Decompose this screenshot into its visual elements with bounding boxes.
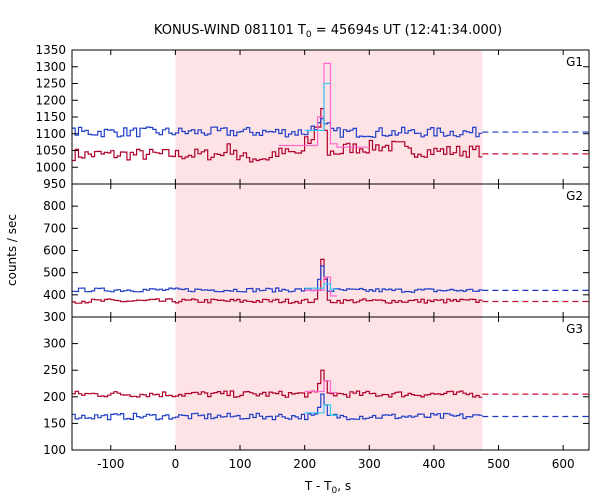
y-tick-label-G2-300: 300 bbox=[43, 310, 66, 324]
series-cyan-G3 bbox=[304, 404, 337, 416]
chart-title-prefix: KONUS-WIND 081101 T bbox=[154, 23, 306, 38]
y-tick-label-G3-200: 200 bbox=[43, 390, 66, 404]
series-main_red-G2 bbox=[72, 258, 483, 304]
y-tick-label-G1-1250: 1250 bbox=[35, 77, 66, 91]
series-main_blue-G1 bbox=[72, 118, 483, 138]
shaded-interval-G1 bbox=[175, 50, 483, 184]
y-tick-label-G1-950: 950 bbox=[43, 177, 66, 191]
y-tick-label-G1-1000: 1000 bbox=[35, 160, 66, 174]
series-pink-G3 bbox=[304, 380, 337, 394]
y-tick-label-G2-800: 800 bbox=[43, 199, 66, 213]
x-tick-label-100: 100 bbox=[229, 457, 252, 471]
x-tick-label-200: 200 bbox=[293, 457, 316, 471]
chart-title-suffix: = 45694s UT (12:41:34.000) bbox=[312, 23, 502, 38]
panel-frame-G3 bbox=[71, 316, 590, 451]
panel-label-G1: G1 bbox=[566, 55, 583, 69]
x-tick-label-0: 0 bbox=[172, 457, 180, 471]
y-tick-label-G2-400: 400 bbox=[43, 288, 66, 302]
y-tick-label-G1-1350: 1350 bbox=[35, 43, 66, 57]
series-main_red-G3 bbox=[72, 369, 483, 398]
y-tick-label-G3-100: 100 bbox=[43, 443, 66, 457]
series-cyan-G1 bbox=[304, 82, 331, 131]
x-axis-label-subscript: 0 bbox=[332, 486, 338, 496]
x-tick-label--100: -100 bbox=[97, 457, 124, 471]
series-main_red-G1 bbox=[72, 108, 483, 163]
y-tick-label-G1-1300: 1300 bbox=[35, 60, 66, 74]
plot-layer: 95010001050110011501200125013001350G1300… bbox=[35, 43, 590, 471]
series-main_blue-G3 bbox=[72, 393, 483, 421]
series-main_blue-G2 bbox=[72, 265, 483, 293]
chart-title: KONUS-WIND 081101 T0 = 45694s UT (12:41:… bbox=[154, 23, 502, 40]
x-tick-label-400: 400 bbox=[422, 457, 445, 471]
panel-label-G3: G3 bbox=[566, 322, 583, 336]
y-tick-label-G2-600: 600 bbox=[43, 244, 66, 258]
x-axis-label-suffix: , s bbox=[337, 479, 351, 493]
y-tick-label-G2-500: 500 bbox=[43, 266, 66, 280]
y-tick-label-G1-1050: 1050 bbox=[35, 144, 66, 158]
panel-label-G2: G2 bbox=[566, 189, 583, 203]
y-tick-label-G3-300: 300 bbox=[43, 337, 66, 351]
y-tick-label-G1-1200: 1200 bbox=[35, 93, 66, 107]
y-tick-label-G3-250: 250 bbox=[43, 363, 66, 377]
shaded-interval-G3 bbox=[175, 317, 483, 450]
y-axis-label: counts / sec bbox=[5, 214, 19, 286]
x-axis-label-prefix: T - T bbox=[304, 479, 332, 493]
series-cyan-G2 bbox=[304, 283, 337, 290]
x-tick-label-300: 300 bbox=[358, 457, 381, 471]
series-pink-G1 bbox=[278, 62, 370, 148]
x-axis-label: T - T0, s bbox=[304, 479, 351, 496]
y-tick-label-G1-1100: 1100 bbox=[35, 127, 66, 141]
y-tick-label-G2-700: 700 bbox=[43, 221, 66, 235]
shaded-interval-G2 bbox=[175, 184, 483, 317]
chart-title-subscript: 0 bbox=[306, 30, 312, 40]
x-tick-label-600: 600 bbox=[552, 457, 575, 471]
x-tick-label-500: 500 bbox=[487, 457, 510, 471]
y-tick-label-G1-1150: 1150 bbox=[35, 110, 66, 124]
y-tick-label-G3-150: 150 bbox=[43, 416, 66, 430]
